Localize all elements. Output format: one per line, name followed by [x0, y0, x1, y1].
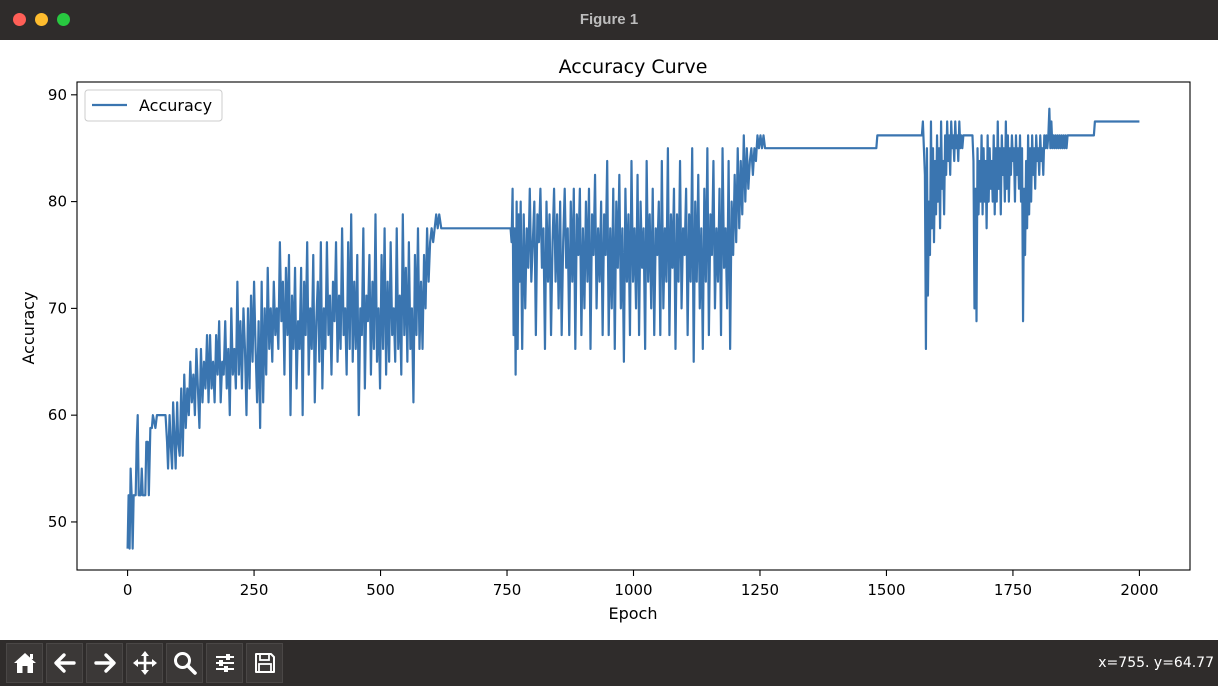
- y-tick-label: 90: [48, 86, 67, 104]
- save-icon: [254, 653, 275, 673]
- maximize-window-button[interactable]: [57, 13, 70, 26]
- home-button[interactable]: [6, 643, 43, 683]
- y-tick-label: 50: [48, 513, 67, 531]
- y-axis-label: Accuracy: [19, 291, 38, 364]
- x-tick-label: 1750: [994, 581, 1032, 599]
- save-button[interactable]: [246, 643, 283, 683]
- title-bar[interactable]: Figure 1: [0, 0, 1218, 40]
- forward-arrow-icon: [93, 653, 116, 673]
- x-tick-label: 250: [240, 581, 269, 599]
- figure-canvas[interactable]: Accuracy Curve 0 250 500 750 1000 1250 1500 175…: [0, 40, 1218, 640]
- zoom-button[interactable]: [166, 643, 203, 683]
- cursor-coordinates: x=755. y=64.77: [1098, 655, 1214, 671]
- legend-label: Accuracy: [139, 96, 212, 115]
- figure-background: [0, 40, 1218, 640]
- close-window-button[interactable]: [13, 13, 26, 26]
- pan-icon: [132, 651, 157, 675]
- configure-subplots-icon: [215, 654, 234, 672]
- x-axis-label: Epoch: [609, 604, 658, 623]
- y-tick-label: 70: [48, 299, 67, 317]
- back-arrow-icon: [53, 653, 76, 673]
- x-tick-label: 1500: [867, 581, 905, 599]
- x-tick-label: 500: [366, 581, 395, 599]
- window-title: Figure 1: [579, 11, 639, 28]
- configure-subplots-button[interactable]: [206, 643, 243, 683]
- pan-button[interactable]: [126, 643, 163, 683]
- x-tick-label: 2000: [1120, 581, 1158, 599]
- back-button[interactable]: [46, 643, 83, 683]
- y-tick-label: 60: [48, 406, 67, 424]
- chart-title: Accuracy Curve: [559, 56, 708, 78]
- minimize-window-button[interactable]: [35, 13, 48, 26]
- y-tick-label: 80: [48, 193, 67, 211]
- x-tick-label: 1250: [741, 581, 779, 599]
- x-tick-label: 750: [493, 581, 522, 599]
- home-icon: [13, 653, 36, 673]
- x-tick-label: 0: [123, 581, 133, 599]
- series-line-0: [126, 107, 1140, 550]
- forward-button[interactable]: [86, 643, 123, 683]
- legend-box: [84, 89, 223, 122]
- x-tick-label: 1000: [614, 581, 652, 599]
- navigation-toolbar: x=755. y=64.77: [0, 640, 1218, 686]
- zoom-icon: [173, 652, 197, 675]
